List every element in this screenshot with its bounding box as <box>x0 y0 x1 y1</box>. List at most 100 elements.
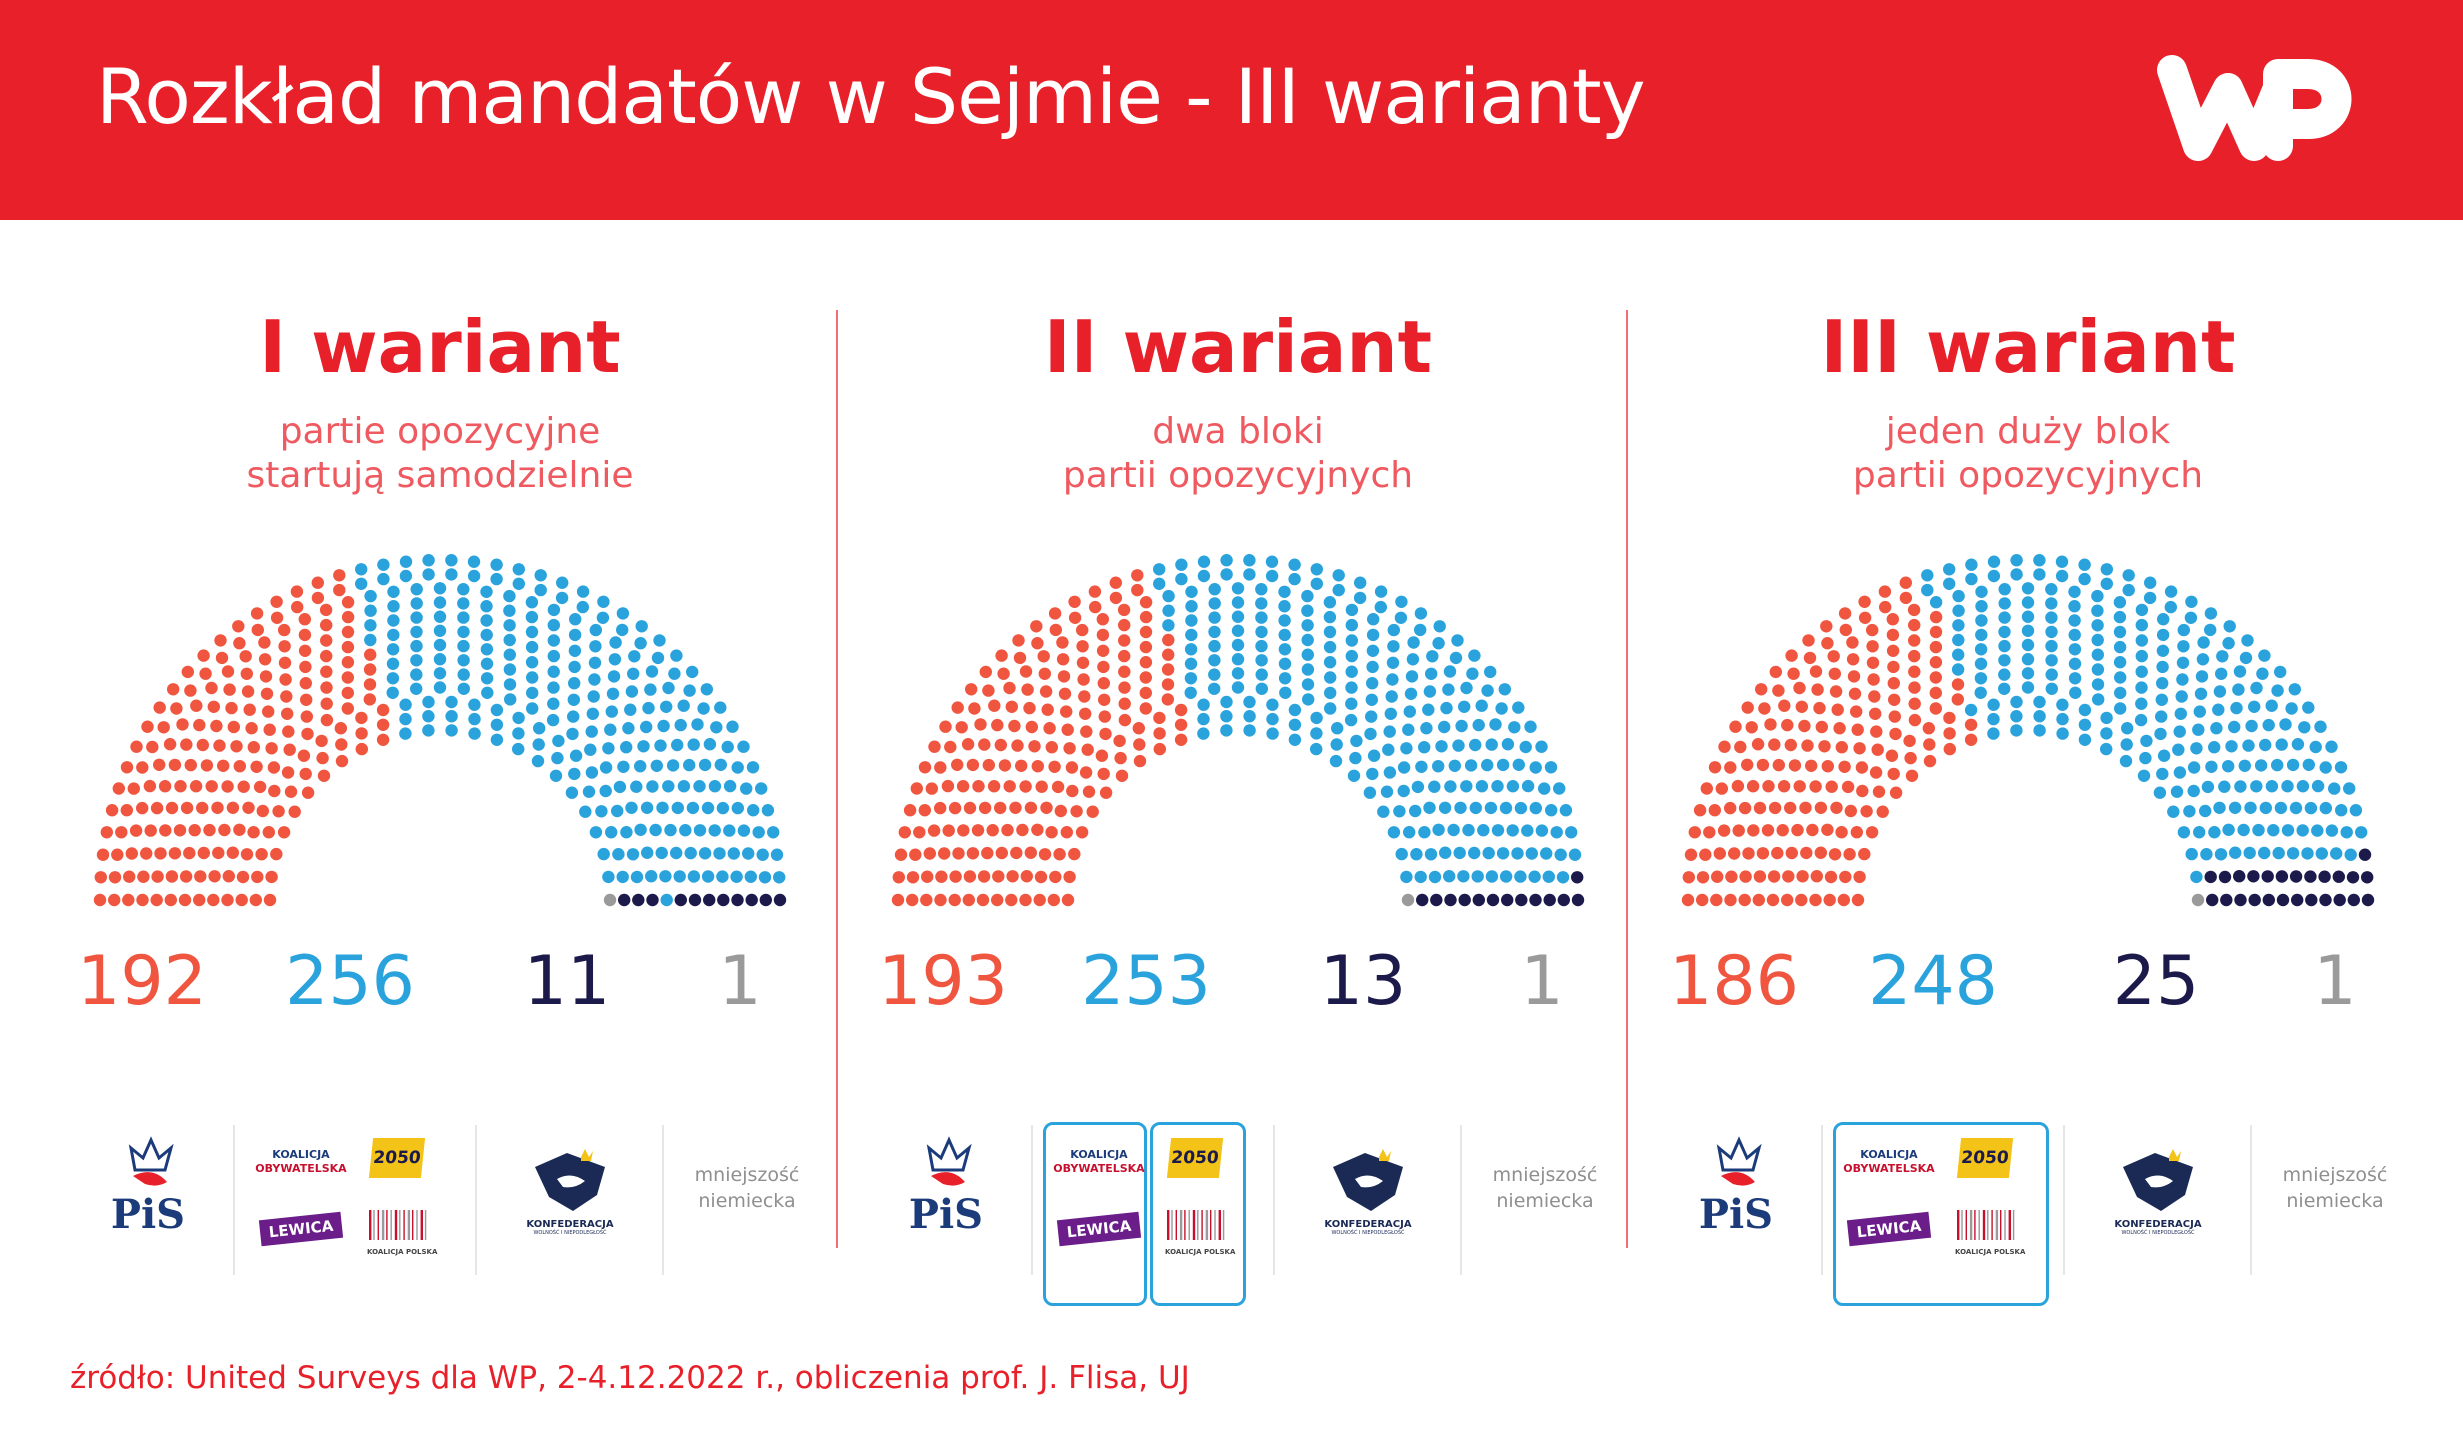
seat-dot <box>683 684 696 697</box>
party-logos-row: PiS KOALICJA OBYWATELSKA 2050 LEWICA KOALICJA… <box>45 1090 835 1300</box>
seat-dot <box>2328 782 2341 795</box>
crown-icon <box>926 1136 972 1172</box>
seat-dot <box>731 801 744 815</box>
seat-dot <box>1768 801 1782 815</box>
seat-dot <box>170 702 183 715</box>
seat-dot <box>1066 784 1079 798</box>
seat-dot <box>399 555 413 568</box>
seat-dot <box>2296 824 2309 837</box>
seat-dot <box>157 721 170 734</box>
seat-dot <box>1433 620 1446 633</box>
seat-dot <box>503 663 517 676</box>
seat-dot <box>2120 738 2133 751</box>
seat-dot <box>987 780 1001 793</box>
seat-dot <box>602 870 615 884</box>
seat-dot <box>1571 893 1585 907</box>
seat-dot <box>949 870 962 883</box>
seat-dot <box>136 761 149 774</box>
seat-dot <box>716 801 730 815</box>
seat-dot <box>1397 784 1410 798</box>
seat-dot <box>1208 625 1221 639</box>
seat-dot <box>1231 596 1245 609</box>
seat-dot <box>2218 870 2232 884</box>
seat-dot <box>387 600 400 613</box>
parliament-chart <box>891 554 1585 907</box>
seat-dot <box>674 718 687 732</box>
seat-dot <box>1851 723 1864 736</box>
seat-dot <box>2113 610 2127 624</box>
seat-dot <box>1016 823 1029 837</box>
seat-dot <box>2140 734 2153 748</box>
seat-dot <box>1278 628 1291 642</box>
ko-line1: KOALICJA <box>1860 1148 1918 1161</box>
seat-dot <box>1220 710 1233 723</box>
seat-dot <box>920 893 933 907</box>
seat-dot <box>645 665 659 678</box>
parliament-chart <box>1681 554 2375 907</box>
seat-dot <box>1265 569 1279 583</box>
seat-dot <box>1987 569 2001 583</box>
seat-dot <box>634 760 647 773</box>
seat-dot <box>468 712 481 726</box>
seat-dot <box>503 648 516 661</box>
seat-dot <box>1010 846 1023 860</box>
seat-dot <box>525 596 539 609</box>
seat-dot <box>1301 604 1314 617</box>
seat-count-minority: 1 <box>718 942 762 1021</box>
seat-dot <box>2122 583 2135 597</box>
seat-dot <box>1498 683 1511 696</box>
seat-dot <box>595 805 608 818</box>
pis-logo-text: PiS <box>909 1191 983 1238</box>
seat-dot <box>2113 640 2127 654</box>
seat-dot <box>208 870 221 883</box>
seat-dot <box>2343 782 2356 795</box>
seat-dot <box>364 589 377 603</box>
seat-dot <box>1139 671 1152 684</box>
seat-dot <box>1974 672 1988 685</box>
seat-dot <box>298 644 312 657</box>
seat-dot <box>1394 611 1408 624</box>
seat-dot <box>355 577 368 590</box>
seat-dot <box>1776 824 1789 837</box>
seat-dot <box>673 870 686 883</box>
seat-dot <box>1838 607 1852 620</box>
seat-dot <box>1011 739 1024 752</box>
seat-dot <box>1818 740 1831 753</box>
seat-dot <box>2232 683 2245 696</box>
seat-dot <box>1482 846 1495 860</box>
seat-dot <box>588 673 601 686</box>
seat-dot <box>2274 665 2287 679</box>
seat-dot <box>120 804 133 817</box>
seat-dot <box>2311 824 2324 837</box>
seat-dot <box>1438 801 1452 814</box>
seat-dot <box>1243 568 1256 581</box>
seat-dot <box>599 784 612 798</box>
seat-dot <box>179 870 193 883</box>
seat-dot <box>1696 871 1710 884</box>
seat-dot <box>2155 693 2168 706</box>
seat-dot <box>1053 848 1066 861</box>
seat-dot <box>968 702 981 715</box>
seat-dot <box>154 847 167 860</box>
seat-dot <box>976 893 990 907</box>
seat-dot <box>184 684 197 697</box>
seat-dot <box>1068 847 1081 861</box>
seat-dot <box>605 705 618 718</box>
seat-dot <box>1208 611 1221 624</box>
seat-dot <box>1139 610 1153 624</box>
seat-dot <box>646 893 659 907</box>
seat-dot <box>627 667 640 680</box>
seat-dot <box>1385 690 1398 703</box>
seat-dot <box>891 893 905 907</box>
seat-dot <box>197 649 210 662</box>
seat-dot <box>955 721 968 734</box>
seat-dot <box>299 660 312 674</box>
seat-dot <box>1374 600 1387 614</box>
seat-dot <box>1288 572 1301 586</box>
page-title: Rozkład mandatów w Sejmie - III warianty <box>96 52 1646 141</box>
seat-dot <box>1208 583 1221 596</box>
seat-dot <box>1746 780 1760 793</box>
seat-dot <box>247 826 260 839</box>
seat-dot <box>199 667 212 680</box>
seat-dot <box>1867 673 1880 686</box>
